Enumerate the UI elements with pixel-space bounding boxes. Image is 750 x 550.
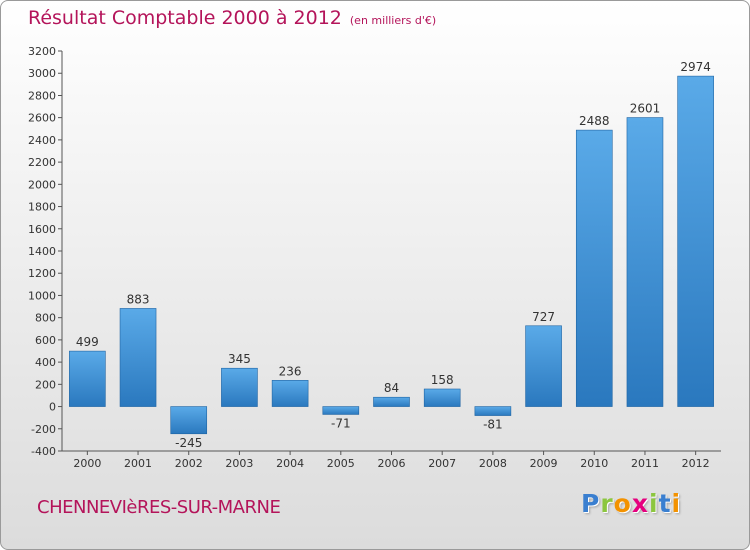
x-tick-label: 2003 (225, 457, 253, 470)
bar-value-label: 158 (431, 373, 454, 387)
y-tick-label: 1400 (28, 245, 56, 258)
chart-title: Résultat Comptable 2000 à 2012 (en millie… (28, 7, 436, 29)
logo-letter: t (658, 489, 672, 518)
x-tick-label: 2012 (682, 457, 710, 470)
axes: -400 -200 0 200 400 600 800 1000 1200 1400 1600 180… (28, 45, 721, 470)
bar-value-label: 2601 (630, 102, 661, 116)
y-tick-label: 3200 (28, 45, 56, 58)
title-main: Résultat Comptable 2000 à 2012 (28, 7, 342, 29)
bar (474, 406, 512, 416)
y-tick-label: -200 (31, 423, 56, 436)
bar (423, 388, 461, 407)
bar (119, 308, 157, 407)
proxiti-logo: Proxiti (581, 489, 681, 518)
bar (575, 129, 613, 407)
bar (271, 380, 309, 407)
x-tick-label: 2005 (327, 457, 355, 470)
bar-value-label: 236 (279, 364, 302, 378)
x-tick-label: 2002 (175, 457, 203, 470)
bar (677, 75, 714, 407)
logo-letter: i (649, 489, 659, 518)
y-tick-label: 1000 (28, 289, 56, 302)
y-tick-label: -400 (31, 445, 56, 458)
y-tick-label: 200 (35, 378, 56, 391)
logo-letter: P (581, 489, 601, 518)
bar-value-label: 2974 (680, 60, 711, 74)
bar-value-label: 345 (228, 352, 251, 366)
y-tick-label: 2600 (28, 112, 56, 125)
y-tick-label: 2000 (28, 178, 56, 191)
bar-value-label: -71 (331, 416, 351, 430)
y-tick-label: 1600 (28, 223, 56, 236)
y-tick-label: 800 (35, 312, 56, 325)
x-tick-label: 2004 (276, 457, 304, 470)
bar (170, 406, 208, 435)
x-tick-label: 2011 (631, 457, 659, 470)
x-tick-label: 2010 (580, 457, 608, 470)
y-tick-label: 2200 (28, 156, 56, 169)
bar (373, 396, 410, 407)
bar-value-label: 84 (384, 381, 399, 395)
title-unit: (en milliers d'€) (349, 14, 437, 27)
x-tick-label: 2001 (124, 457, 152, 470)
bar-value-label: 727 (532, 310, 555, 324)
bar-value-label: 883 (127, 292, 150, 306)
bar (525, 325, 562, 407)
y-tick-label: 400 (35, 356, 56, 369)
bar (69, 350, 106, 407)
y-tick-label: 2800 (28, 89, 56, 102)
bar (221, 367, 258, 407)
logo-letter: x (631, 489, 649, 518)
bars (69, 75, 714, 435)
y-tick-label: 600 (35, 334, 56, 347)
x-tick-label: 2009 (530, 457, 558, 470)
y-tick-label: 2400 (28, 134, 56, 147)
bar-value-label: -245 (175, 436, 202, 450)
y-tick-label: 0 (49, 401, 56, 414)
city-name: CHENNEVIèRES-SUR-MARNE (37, 497, 281, 518)
bar-value-label: 2488 (579, 114, 610, 128)
x-tick-label: 2007 (428, 457, 456, 470)
value-labels: 499 883 -245 345 236 -71 84 158 -81 727 2488 2601 29… (76, 60, 711, 450)
x-tick-label: 2006 (378, 457, 406, 470)
bar (626, 117, 664, 407)
bar (322, 406, 360, 415)
logo-letter: r (600, 489, 614, 518)
x-tick-label: 2000 (73, 457, 101, 470)
y-tick-label: 3000 (28, 67, 56, 80)
logo-letter: i (671, 489, 682, 518)
bar-value-label: -81 (483, 418, 503, 432)
x-tick-label: 2008 (479, 457, 507, 470)
y-tick-label: 1800 (28, 201, 56, 214)
bar-value-label: 499 (76, 335, 99, 349)
y-tick-label: 1200 (28, 267, 56, 280)
logo-letter: o (613, 489, 632, 518)
